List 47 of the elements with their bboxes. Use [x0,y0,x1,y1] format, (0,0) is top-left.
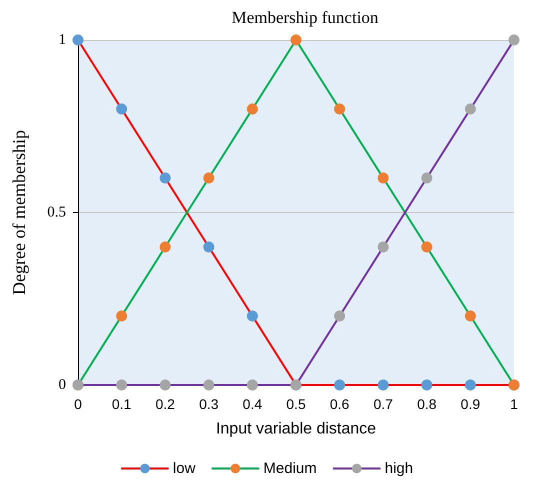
x-tick-label: 0.8 [417,396,437,412]
point [246,104,258,114]
point [116,380,128,390]
point [421,380,432,390]
x-tick-label: 0.1 [112,396,132,412]
chart-title: Membership function [232,8,379,27]
y-tick-label: 0 [58,377,66,393]
point [464,380,476,390]
x-tick-label: 0.2 [155,396,176,412]
legend-label: Medium [263,460,317,477]
x-tick-label: 0.3 [199,396,219,412]
point [334,104,346,114]
x-tick-label: 0.9 [460,396,480,412]
x-tick-label: 1 [510,396,518,412]
point [378,242,389,252]
point [160,380,171,390]
y-tick-label: 1 [58,32,66,48]
point [378,172,389,184]
legend-label: high [384,460,414,477]
point [508,34,520,46]
point [72,34,84,46]
x-tick-label: 0.7 [373,396,394,412]
x-tick-label: 0.4 [242,396,262,412]
y-axis-title: Degree of membership [9,130,29,295]
legend-label: low [172,460,196,477]
x-tick-label: 0 [74,396,82,412]
point [421,242,432,252]
point [160,242,171,252]
point [290,34,302,46]
point [464,104,476,114]
point [203,242,214,252]
point [334,310,346,322]
point [334,380,346,390]
point [116,104,128,114]
x-axis-title: Input variable distance [216,420,376,438]
y-tick-label: 0.5 [47,204,66,220]
point [203,172,214,184]
point [421,172,432,184]
point [464,310,476,322]
x-tick-label: 0.5 [286,396,306,412]
point [378,380,389,390]
point [116,310,128,322]
point [203,380,214,390]
point [246,380,258,390]
x-tick-label: 0.6 [330,396,350,412]
point [160,172,171,184]
point [246,310,258,322]
